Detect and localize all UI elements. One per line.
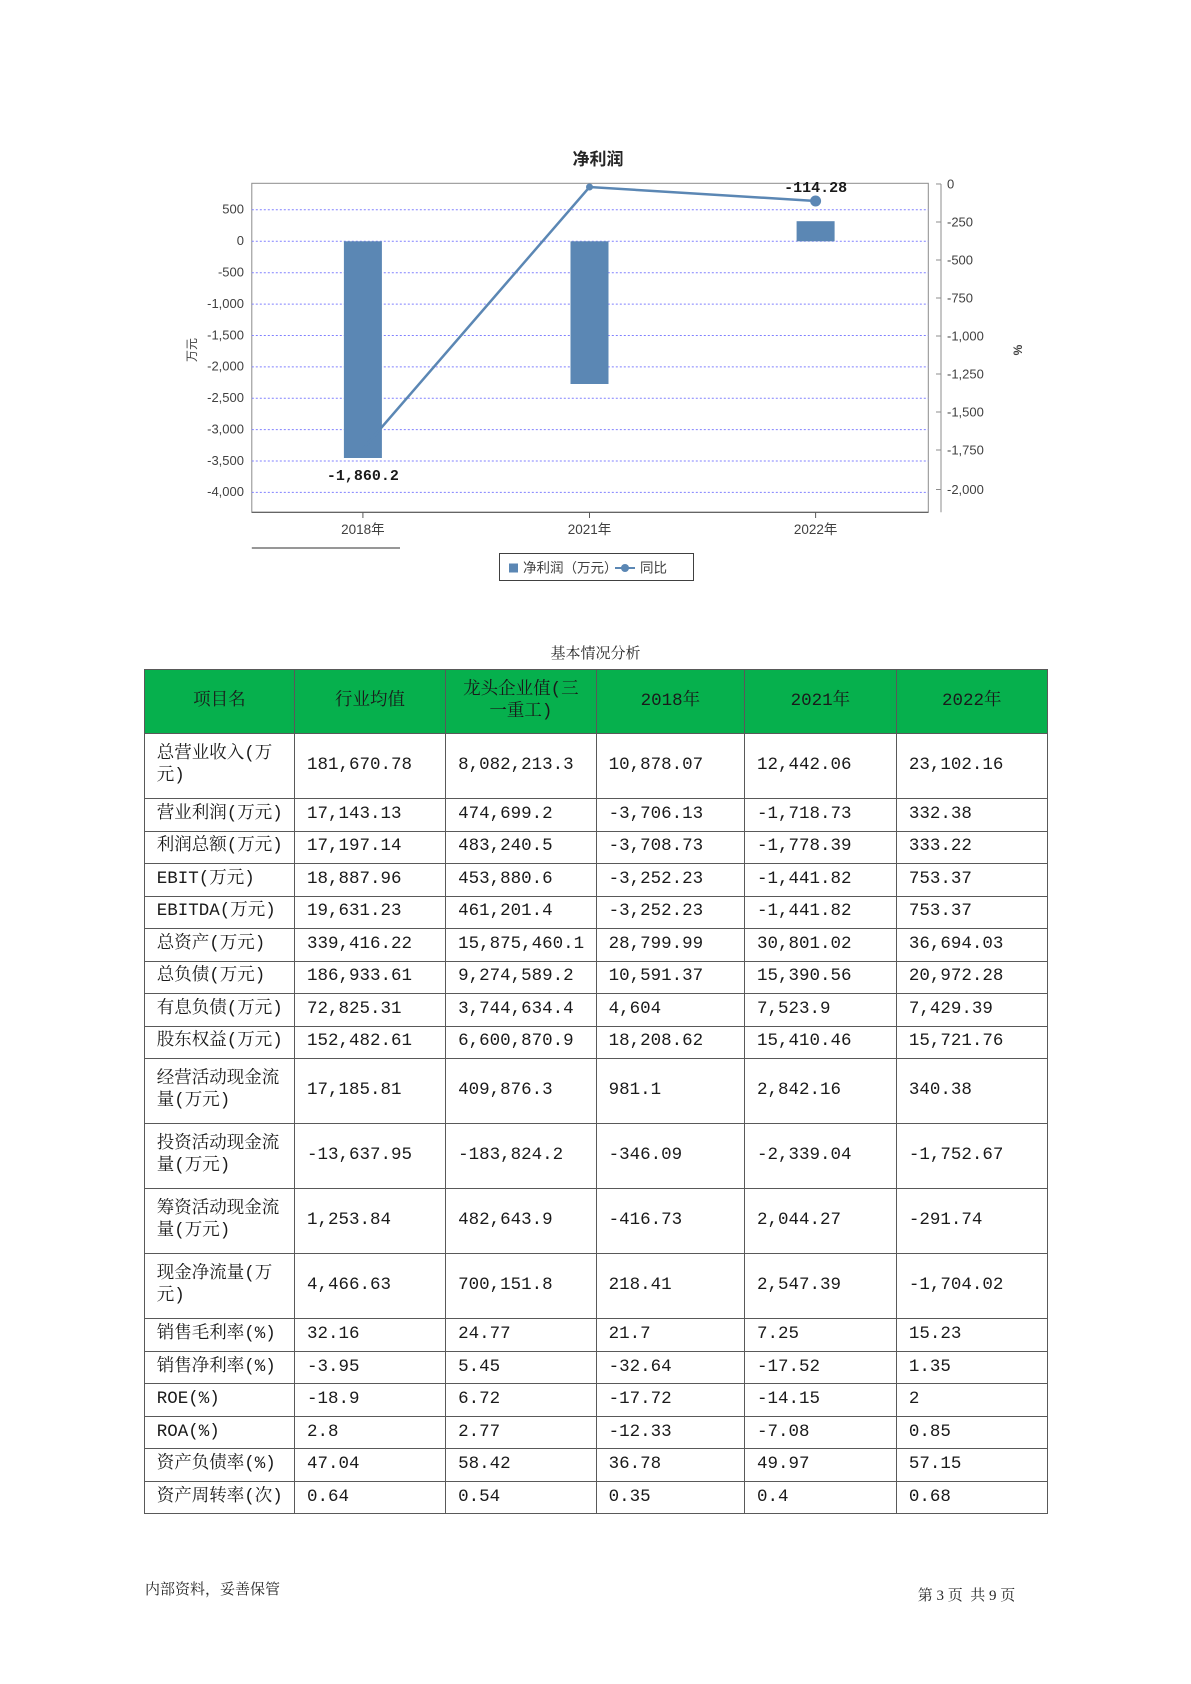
svg-text:-750: -750 [947, 291, 973, 306]
svg-text:-1,860.2: -1,860.2 [327, 468, 399, 485]
svg-text:-2,500: -2,500 [207, 390, 244, 405]
svg-text:-1,000: -1,000 [947, 329, 984, 344]
svg-text:-1,000: -1,000 [207, 296, 244, 311]
svg-text:%: % [1011, 344, 1025, 355]
svg-text:-2,000: -2,000 [947, 482, 984, 497]
svg-text:-2,000: -2,000 [207, 359, 244, 374]
svg-text:万元: 万元 [185, 338, 199, 362]
svg-text:-1,500: -1,500 [207, 327, 244, 342]
svg-text:-500: -500 [947, 253, 973, 268]
svg-text:-1,750: -1,750 [947, 443, 984, 458]
svg-text:-3,500: -3,500 [207, 453, 244, 468]
svg-text:净利润: 净利润 [573, 149, 624, 169]
svg-text:2018年: 2018年 [341, 522, 385, 537]
svg-text:-114.28: -114.28 [784, 180, 847, 197]
svg-text:-3,000: -3,000 [207, 421, 244, 436]
svg-text:净利润（万元）: 净利润（万元） [523, 561, 618, 576]
svg-text:500: 500 [222, 202, 244, 217]
svg-text:2022年: 2022年 [794, 522, 838, 537]
svg-text:-1,250: -1,250 [947, 367, 984, 382]
svg-text:-4,000: -4,000 [207, 484, 244, 499]
svg-text:2021年: 2021年 [568, 522, 612, 537]
svg-text:-500: -500 [218, 265, 244, 280]
svg-text:-250: -250 [947, 215, 973, 230]
svg-text:0: 0 [237, 233, 244, 248]
svg-text:-1,500: -1,500 [947, 405, 984, 420]
svg-text:同比: 同比 [640, 561, 667, 576]
svg-text:0: 0 [947, 177, 954, 192]
